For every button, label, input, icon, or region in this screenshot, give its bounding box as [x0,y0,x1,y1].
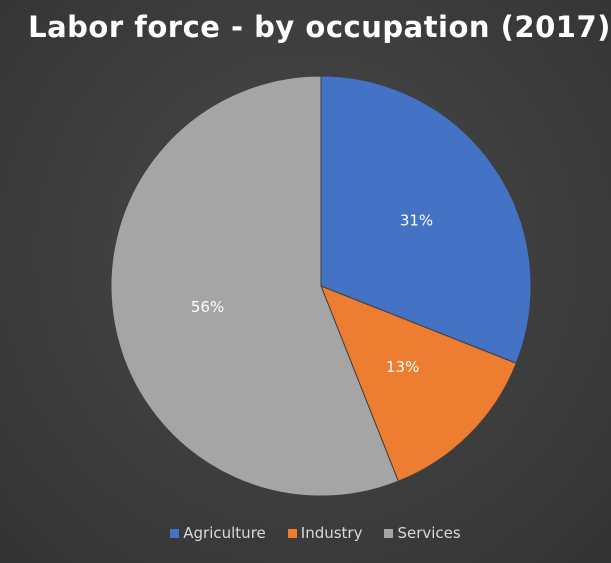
legend: Agriculture Industry Services [0,524,611,542]
pie-slices [110,75,532,497]
legend-label-services: Services [397,524,461,542]
legend-swatch-services [384,528,394,538]
chart-title: Labor force - by occupation (2017) [28,10,611,44]
legend-item-industry: Industry [287,524,363,542]
legend-item-agriculture: Agriculture [170,524,266,542]
data-label-industry: 13% [386,358,419,376]
legend-item-services: Services [384,524,461,542]
data-label-agriculture: 31% [400,212,433,230]
pie-data-labels: 31% 13% 56% [191,212,433,377]
pie-slice-services [110,75,399,497]
pie-slice-agriculture [320,75,532,364]
legend-swatch-industry [287,528,297,538]
pie-slice-industry [320,285,517,482]
data-label-services: 56% [191,298,224,316]
legend-label-industry: Industry [300,524,363,542]
legend-label-agriculture: Agriculture [183,524,266,542]
legend-swatch-agriculture [170,528,180,538]
